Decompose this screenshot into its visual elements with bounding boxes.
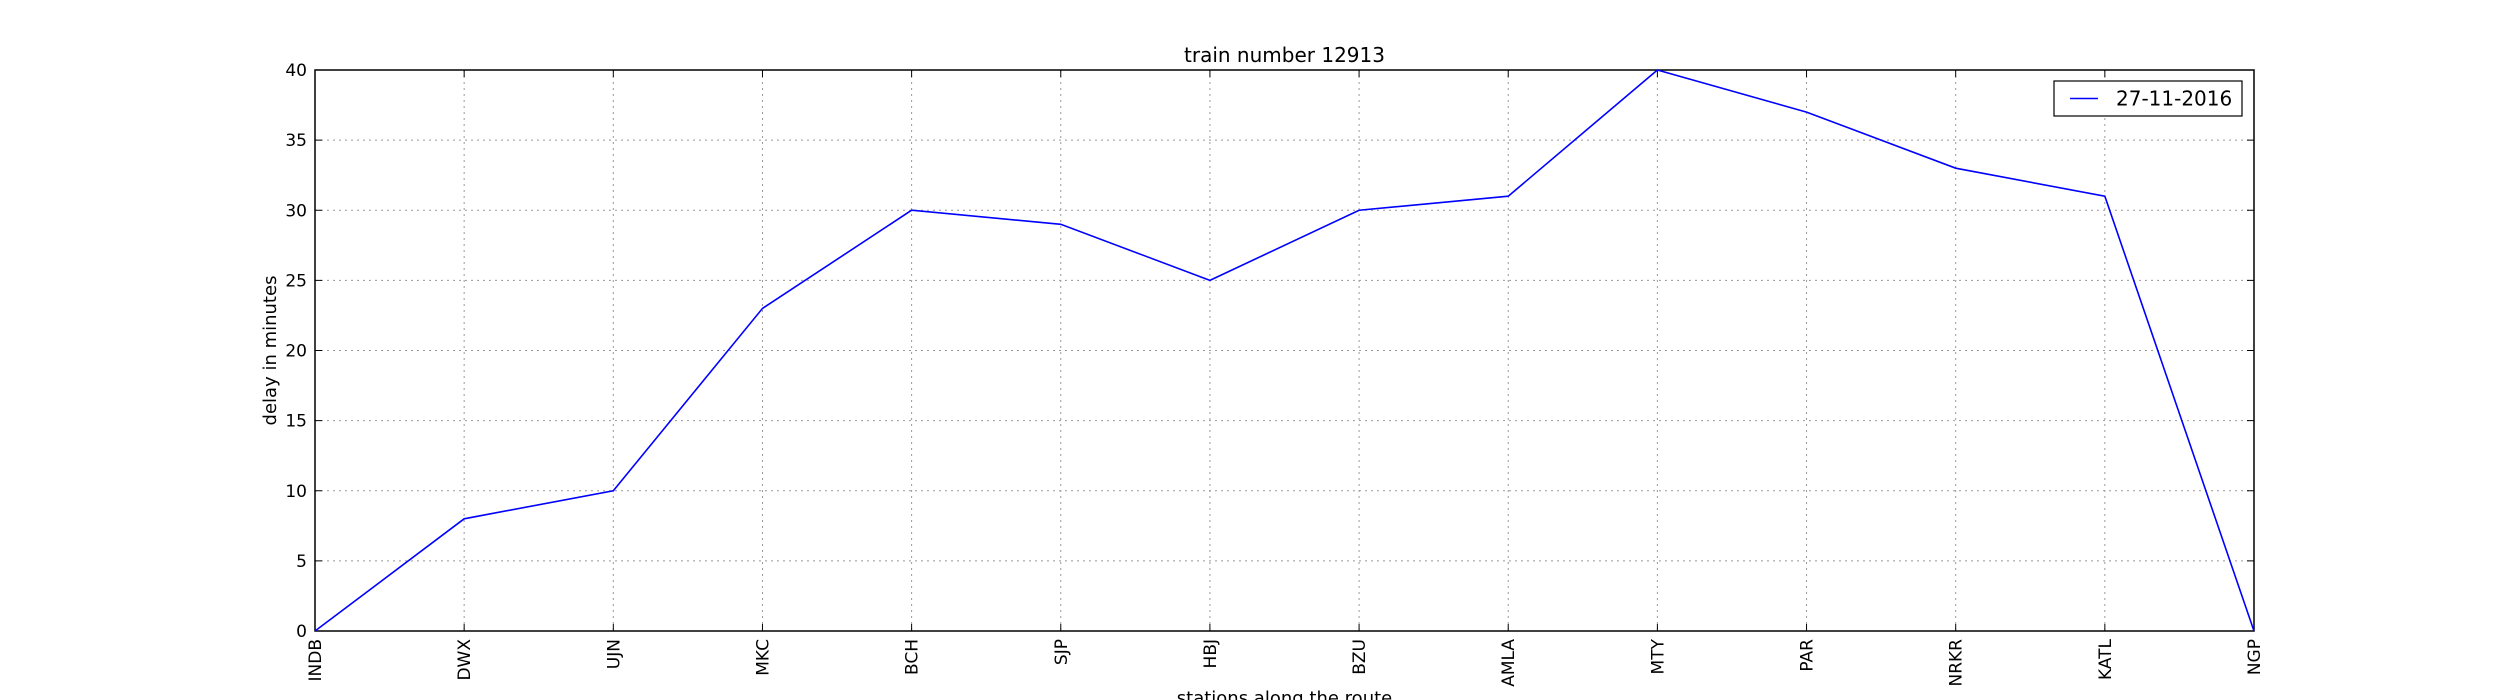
- x-tick-label: INDB: [306, 639, 326, 681]
- x-tick-label: DWX: [455, 639, 475, 681]
- plot-frame: [314, 69, 2255, 632]
- y-tick-label: 5: [296, 552, 307, 572]
- legend-label: 27-11-2016: [2116, 87, 2232, 111]
- series-line: [314, 69, 2255, 632]
- grid-lines: [314, 69, 2255, 632]
- x-axis-label: stations along the route: [1177, 688, 1392, 700]
- x-tick-label: UJN: [604, 639, 624, 669]
- x-tick-label: BCH: [903, 639, 923, 675]
- y-tick-label: 0: [296, 622, 307, 642]
- x-tick-label: KATL: [2096, 638, 2116, 680]
- legend: 27-11-2016: [2053, 80, 2243, 117]
- x-tick-label: BZU: [1350, 639, 1370, 675]
- y-tick-label: 30: [285, 201, 307, 221]
- y-tick-label: 10: [285, 482, 307, 502]
- x-tick-label: SJP: [1052, 639, 1072, 665]
- y-tick-label: 20: [285, 342, 307, 362]
- x-tick-label: NGP: [2245, 639, 2265, 675]
- x-tick-label: AMLA: [1499, 639, 1519, 687]
- x-tick-label: MTY: [1648, 638, 1668, 674]
- x-tick-label: NRKR: [1947, 639, 1967, 687]
- y-tick-label: 25: [285, 271, 307, 291]
- axis-ticks: INDB DWX UJN MKC BCH SJP HBJ BZU AMLA MTY PAR NRKR K…: [285, 61, 2265, 687]
- y-tick-label: 40: [285, 61, 307, 81]
- x-tick-label: HBJ: [1201, 639, 1221, 668]
- chart-title: train number 12913: [1184, 43, 1385, 67]
- y-tick-label: 15: [285, 412, 307, 432]
- x-tick-label: PAR: [1798, 639, 1818, 672]
- x-tick-label: MKC: [753, 639, 773, 676]
- y-axis-label: delay in minutes: [260, 276, 281, 426]
- y-tick-label: 35: [285, 131, 307, 151]
- series-layer: [314, 69, 2255, 632]
